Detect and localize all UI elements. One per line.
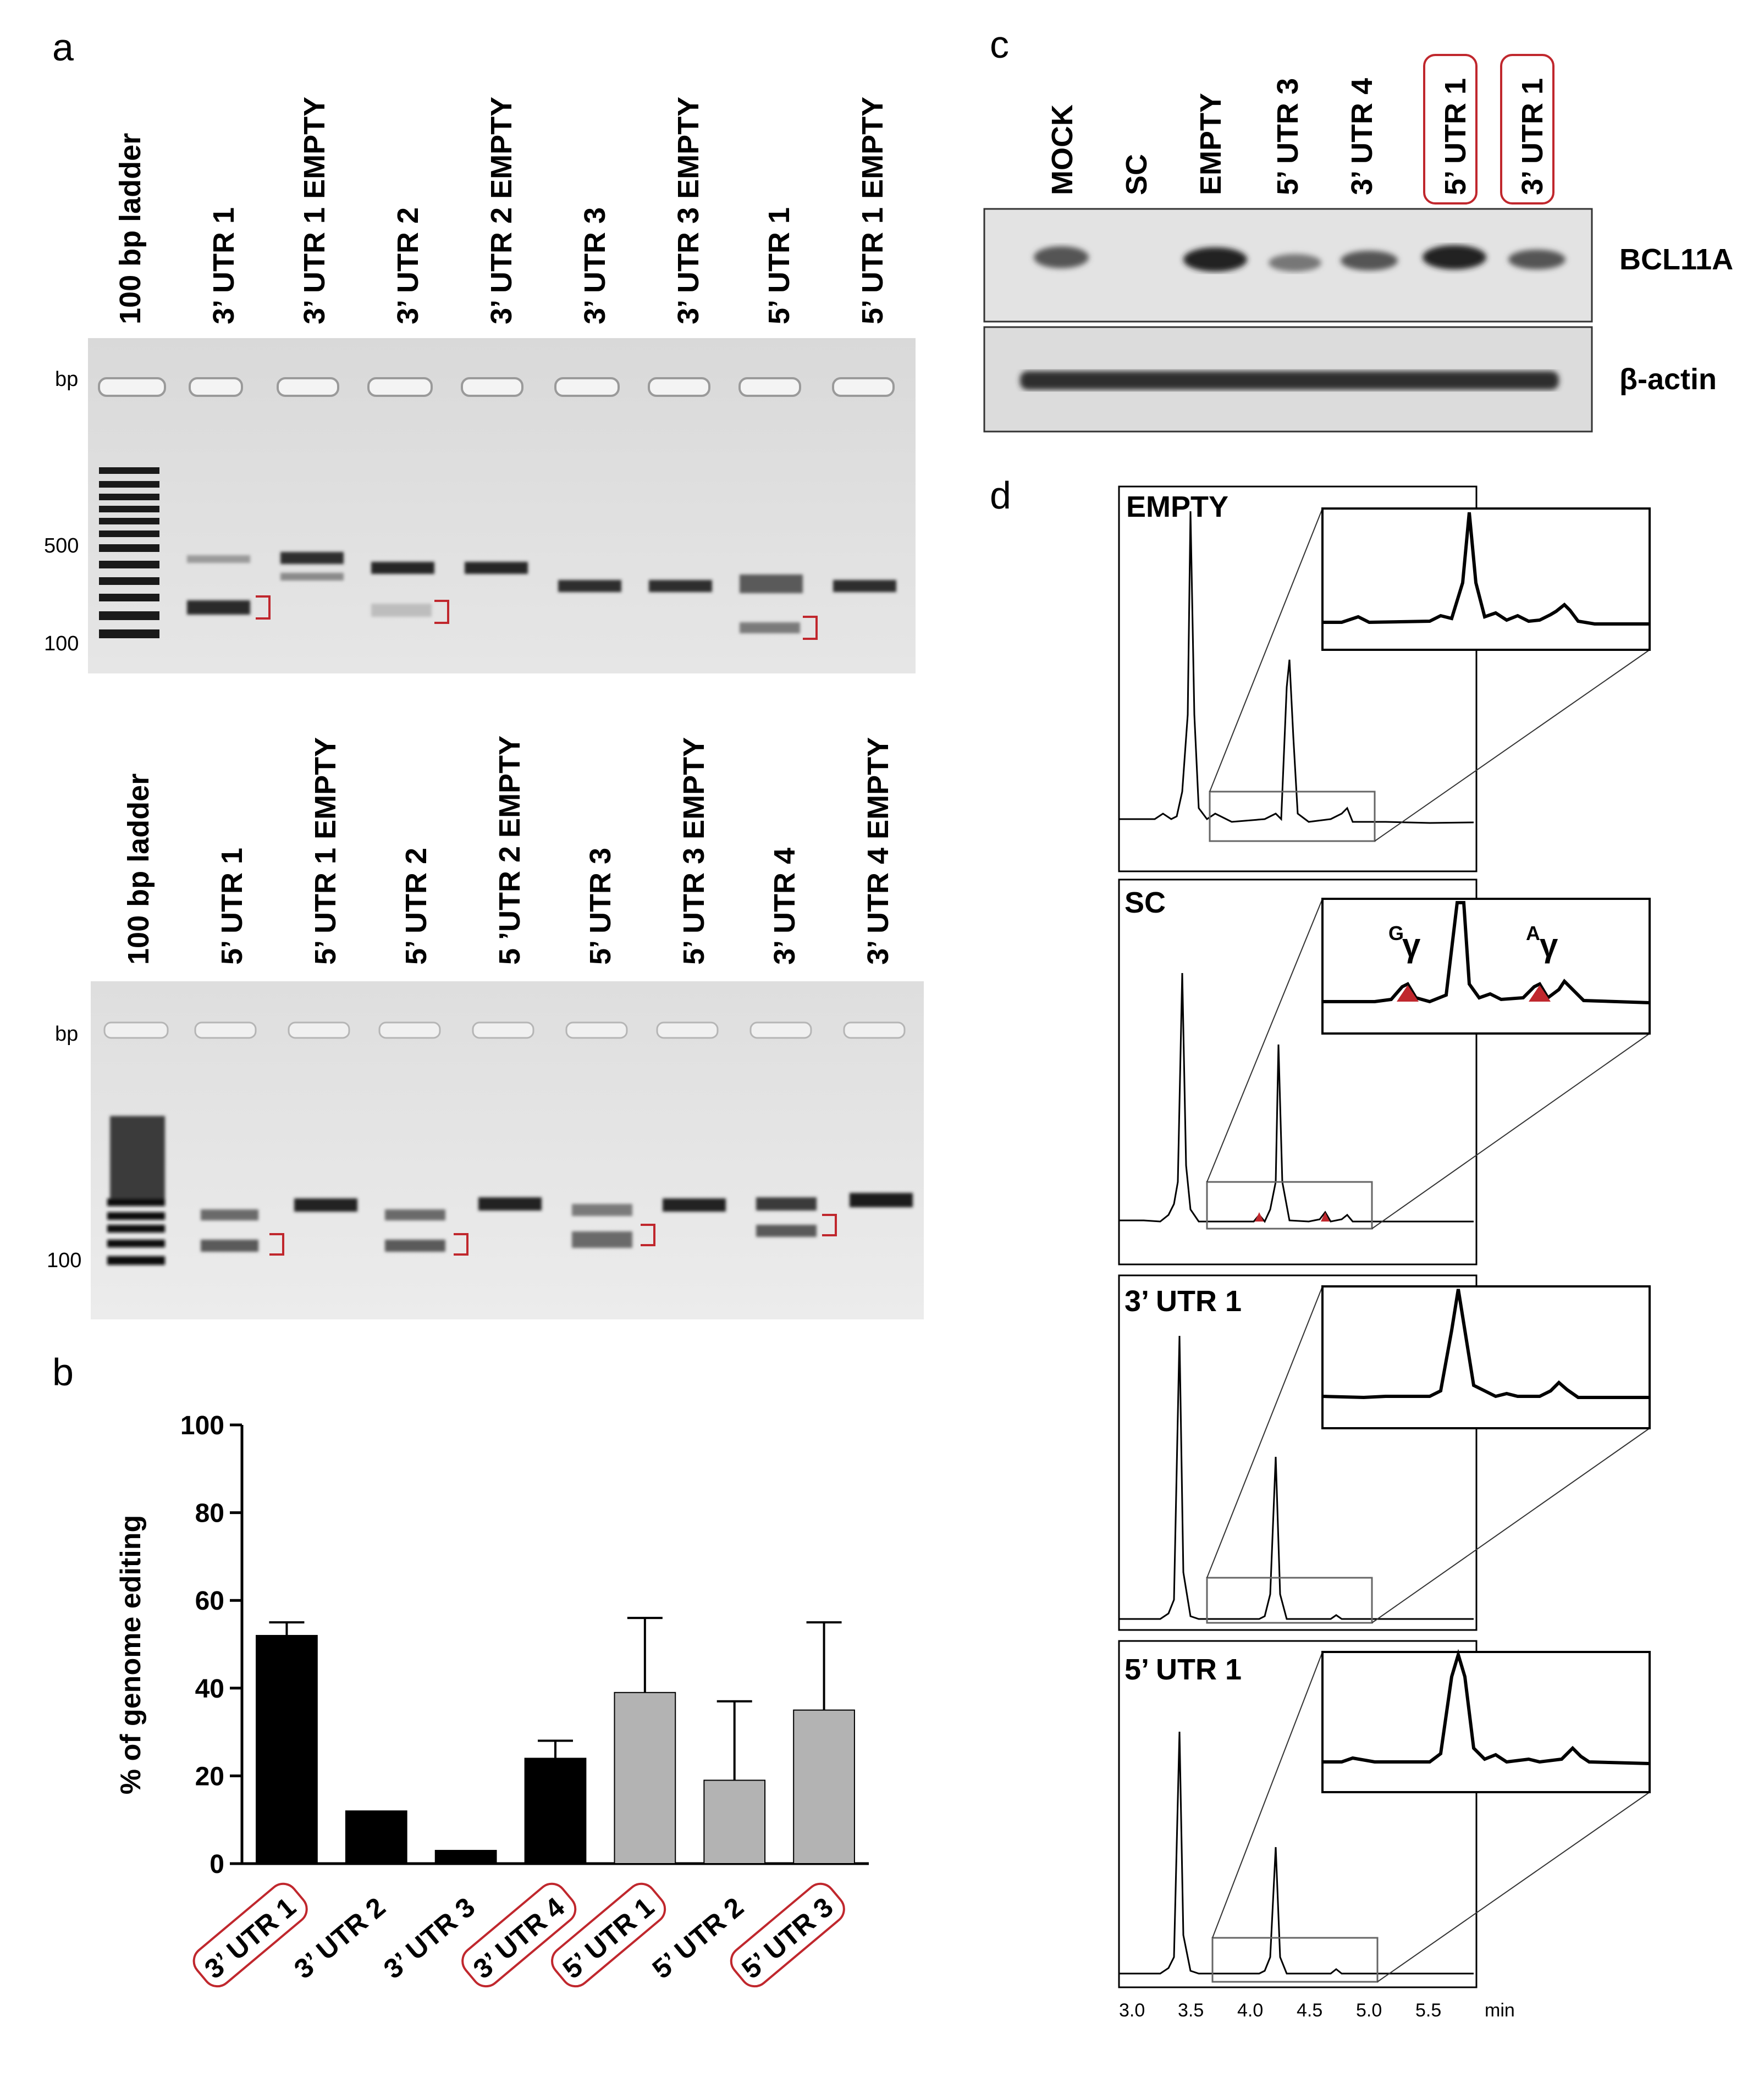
panel-d: d EMPTY G γ A bbox=[990, 474, 1651, 2021]
panel-c: c MOCK SC EMPTY 5’ UTR 3 3’ UTR 4 5’ UTR… bbox=[983, 23, 1733, 433]
chromatogram-empty: EMPTY bbox=[1118, 485, 1651, 872]
bar bbox=[434, 1850, 497, 1865]
gamma-g-label: γ bbox=[1402, 927, 1421, 964]
time-tick: 4.5 bbox=[1297, 2000, 1322, 2021]
chromatogram-sc: G γ A γ SC bbox=[1118, 878, 1651, 1265]
panel-a: a 100 bp ladder 3’ UTR 1 3’ UTR 1 EMPTY … bbox=[44, 26, 924, 1319]
lane-label: 3’ UTR 2 EMPTY bbox=[485, 97, 518, 324]
x-category-label: 3’ UTR 2 bbox=[288, 1892, 391, 1985]
blot-row-label: BCL11A bbox=[1619, 243, 1733, 276]
panel-letter-a: a bbox=[52, 26, 74, 69]
lane-label: EMPTY bbox=[1194, 93, 1227, 195]
lane-label: 100 bp ladder bbox=[122, 773, 155, 965]
gel-top-marker-100: 100 bbox=[44, 632, 79, 655]
lane-label: 5’ UTR 1 EMPTY bbox=[856, 97, 889, 324]
lane-label: 5’ UTR 1 bbox=[763, 207, 796, 324]
highlight-box-3utr1 bbox=[1500, 54, 1554, 205]
panel-letter-c: c bbox=[990, 23, 1009, 66]
y-tick-label: 100 bbox=[180, 1411, 224, 1440]
lane-label: 3’ UTR 1 EMPTY bbox=[298, 97, 331, 324]
lane-label: 5’ UTR 1 bbox=[216, 848, 249, 965]
category-highlight-box bbox=[461, 1882, 577, 1988]
highlight-box-5utr1 bbox=[1423, 54, 1478, 205]
y-tick-label: 40 bbox=[195, 1675, 224, 1704]
lane-label: 5’ UTR 3 bbox=[584, 848, 617, 965]
bar bbox=[614, 1692, 676, 1865]
bar bbox=[703, 1780, 766, 1864]
lane-label: 3’ UTR 4 bbox=[1346, 78, 1379, 195]
lane-label: 3’ UTR 3 bbox=[578, 207, 611, 324]
chromatogram-5utr1: 5’ UTR 1 bbox=[1118, 1640, 1651, 1988]
lane-label: 3’ UTR 4 bbox=[768, 848, 801, 965]
time-tick: 4.0 bbox=[1237, 2000, 1263, 2021]
lane-label: 3’ UTR 1 bbox=[207, 207, 240, 324]
lane-label: 3’ UTR 4 EMPTY bbox=[862, 737, 895, 965]
panel-letter-d: d bbox=[990, 474, 1011, 517]
blot-row-label: β-actin bbox=[1619, 363, 1717, 396]
bar bbox=[256, 1635, 318, 1865]
time-tick: 3.5 bbox=[1178, 2000, 1204, 2021]
gel-top-bp-label: bp bbox=[55, 368, 78, 391]
gel-bottom-bp-label: bp bbox=[55, 1023, 78, 1046]
lane-label: 100 bp ladder bbox=[114, 133, 147, 324]
blot-lane-labels: MOCK SC EMPTY 5’ UTR 3 3’ UTR 4 5’ UTR 1… bbox=[1046, 78, 1549, 195]
lane-label: 3’ UTR 3 EMPTY bbox=[672, 97, 705, 324]
bar bbox=[524, 1758, 587, 1864]
panel-letter-b: b bbox=[52, 1351, 74, 1394]
gel-top-marker-500: 500 bbox=[44, 534, 79, 557]
lane-label: 5’ UTR 1 bbox=[1439, 78, 1472, 195]
lane-label: MOCK bbox=[1046, 104, 1079, 195]
y-axis-label: % of genome editing bbox=[115, 1515, 147, 1794]
chromatogram-3utr1: 3’ UTR 1 bbox=[1118, 1274, 1651, 1631]
lane-label: SC bbox=[1120, 154, 1153, 195]
trace-label: EMPTY bbox=[1126, 490, 1228, 523]
y-tick-label: 20 bbox=[195, 1762, 224, 1791]
y-tick-label: 60 bbox=[195, 1587, 224, 1616]
trace-label: 5’ UTR 1 bbox=[1124, 1653, 1242, 1686]
trace-label: SC bbox=[1124, 886, 1166, 919]
lane-label: 5 ’UTR 2 EMPTY bbox=[493, 736, 526, 965]
gel-bottom-lane-labels: 100 bp ladder 5’ UTR 1 5’ UTR 1 EMPTY 5’… bbox=[122, 736, 895, 965]
time-tick: 3.0 bbox=[1119, 2000, 1145, 2021]
category-highlight-box bbox=[551, 1882, 666, 1988]
lane-label: 5’ UTR 2 bbox=[400, 848, 433, 965]
gel-top bbox=[88, 338, 916, 673]
gel-bottom bbox=[91, 981, 924, 1319]
gel-bottom-marker-100: 100 bbox=[47, 1249, 81, 1272]
blot-beta-actin bbox=[983, 326, 1593, 433]
time-axis: 3.0 3.5 4.0 4.5 5.0 5.5 min bbox=[1119, 1986, 1515, 2021]
time-unit: min bbox=[1485, 2000, 1515, 2021]
y-tick-label: 0 bbox=[210, 1850, 224, 1879]
gamma-a-superscript: A bbox=[1526, 922, 1540, 944]
panel-b: b % of genome editing 0 20 40 60 80 100 3’ UTR… bbox=[52, 1351, 869, 1988]
category-highlight-box bbox=[730, 1882, 845, 1988]
gel-top-lane-labels: 100 bp ladder 3’ UTR 1 3’ UTR 1 EMPTY 3’… bbox=[114, 97, 889, 324]
blot-bcl11a bbox=[983, 208, 1593, 323]
category-highlight-box bbox=[192, 1882, 308, 1988]
gamma-a-label: γ bbox=[1540, 927, 1558, 964]
lane-label: 3’ UTR 2 bbox=[392, 207, 425, 324]
lane-label: 5’ UTR 1 EMPTY bbox=[309, 737, 342, 965]
gamma-g-superscript: G bbox=[1388, 922, 1404, 944]
bar bbox=[793, 1709, 855, 1864]
time-tick: 5.5 bbox=[1415, 2000, 1441, 2021]
lane-label: 3’ UTR 1 bbox=[1516, 78, 1549, 195]
y-tick-label: 80 bbox=[195, 1499, 224, 1528]
lane-label: 5’ UTR 3 bbox=[1271, 78, 1304, 195]
time-tick: 5.0 bbox=[1356, 2000, 1382, 2021]
lane-label: 5’ UTR 3 EMPTY bbox=[677, 737, 710, 965]
bar bbox=[345, 1810, 407, 1864]
trace-label: 3’ UTR 1 bbox=[1124, 1285, 1242, 1318]
